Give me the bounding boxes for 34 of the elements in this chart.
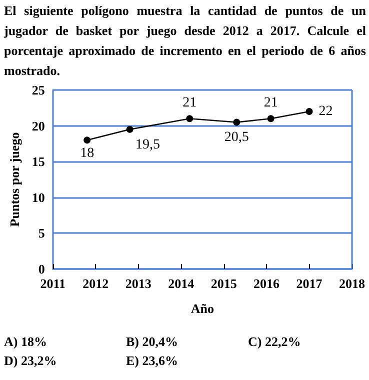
point [84, 136, 91, 144]
data-label: 20,5 [224, 130, 249, 146]
y-tick-label: 0 [38, 262, 45, 276]
x-tick-label: 2017 [296, 276, 323, 291]
data-label: 18 [80, 146, 94, 162]
y-axis-title: Puntos por juego [7, 132, 22, 227]
y-tick-label: 25 [32, 82, 46, 98]
chart-title: El siguiente polígono muestra la cantidad de puntos de un jugador de basket por juego desde 2012 a 2017. Calcule el porcentaje aproximado de incremento en el periodo de 6 años mostrado. [4, 2, 366, 80]
text: C) 22,2% [248, 334, 302, 350]
y-tick-label: 20 [32, 118, 45, 134]
point [233, 118, 240, 126]
point [126, 126, 134, 133]
y-tick-label: 10 [32, 190, 45, 205]
data-label: 22 [318, 104, 333, 119]
x-tick-label: 2016 [254, 276, 280, 291]
data-label: 21 [264, 96, 278, 111]
text: B) 20,4% [126, 334, 179, 350]
text: D) 23,2% [4, 353, 58, 369]
x-tick-label: 2012 [82, 276, 109, 291]
x-tick-label: 2013 [125, 276, 152, 291]
point [267, 115, 274, 122]
text: E) 23,6% [126, 353, 179, 369]
text: A) 18% [4, 334, 48, 350]
x-tick-label: 2014 [168, 276, 195, 291]
point [306, 108, 313, 115]
data-label: 19,5 [136, 137, 160, 152]
data-label: 21 [182, 96, 197, 111]
x-tick-label: 2018 [339, 276, 366, 291]
x-tick-label: 2011 [40, 276, 66, 291]
y-tick-label: 5 [38, 226, 46, 241]
x-axis-title: Año [190, 301, 214, 316]
x-tick-label: 2015 [210, 276, 238, 291]
y-tick-label: 15 [32, 154, 46, 170]
point [186, 115, 194, 122]
